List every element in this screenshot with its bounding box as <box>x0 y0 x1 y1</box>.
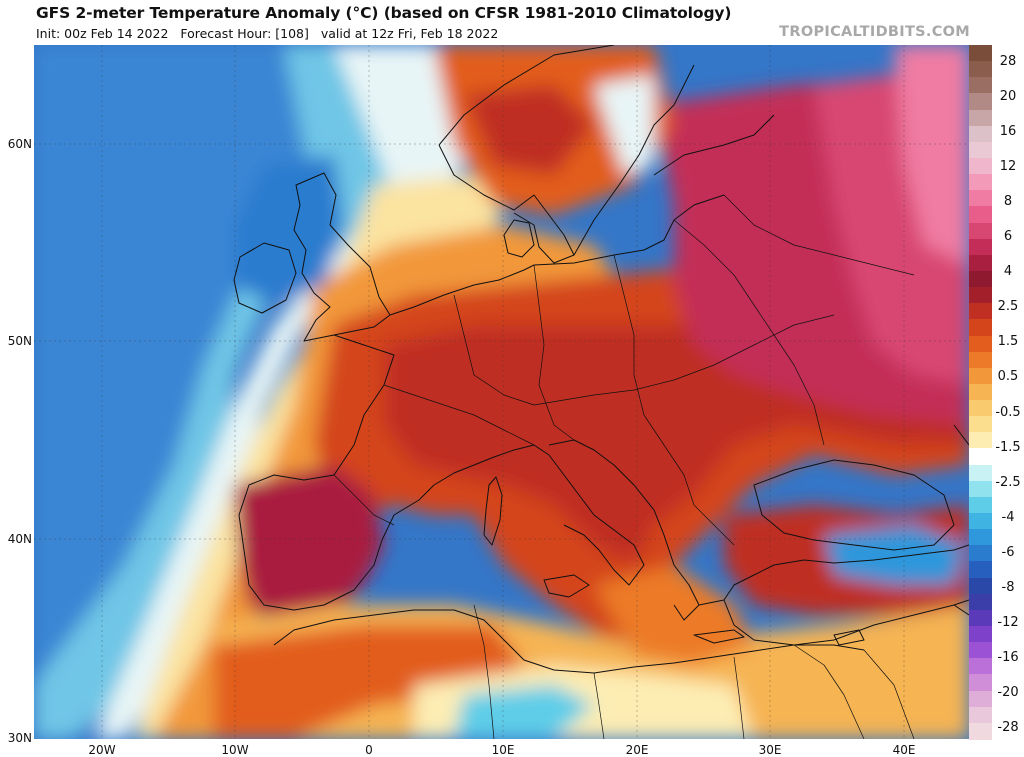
colorbar-swatch <box>969 109 992 127</box>
lat-label-40n: 40N <box>7 532 32 546</box>
colorbar-swatch <box>969 674 992 692</box>
colorbar-swatch <box>969 319 992 337</box>
colorbar-label: -1.5 <box>995 439 1021 455</box>
colorbar-swatch <box>969 496 992 514</box>
colorbar-swatch <box>969 545 992 563</box>
colorbar-label: -20 <box>997 684 1019 700</box>
colorbar-swatch <box>969 351 992 369</box>
chart-title: GFS 2-meter Temperature Anomaly (°C) (ba… <box>36 4 732 22</box>
colorbar-label: -4 <box>1001 509 1015 525</box>
colorbar-swatch <box>969 722 992 740</box>
colorbar-swatch <box>969 206 992 224</box>
lat-label-50n: 50N <box>7 334 32 348</box>
colorbar-label: -0.5 <box>995 404 1021 420</box>
graticule <box>34 45 969 739</box>
colorbar-swatch <box>969 609 992 627</box>
colorbar-swatch <box>969 238 992 256</box>
colorbar-label: 6 <box>1003 229 1013 245</box>
colorbar-label: 20 <box>999 89 1017 105</box>
colorbar-swatch <box>969 690 992 708</box>
colorbar-swatch <box>969 480 992 498</box>
colorbar-swatch <box>969 270 992 288</box>
colorbar-label: -28 <box>997 720 1019 735</box>
lat-label-30n: 30N <box>7 731 32 745</box>
colorbar-swatch <box>969 287 992 304</box>
forecast-hour: Forecast Hour: [108] <box>180 26 309 41</box>
anomaly-map <box>34 45 969 739</box>
colorbar <box>969 45 992 740</box>
brand-watermark: TROPICALTIDBITS.COM <box>779 24 970 40</box>
colorbar-swatch <box>969 432 992 450</box>
lat-label-60n: 60N <box>7 137 32 151</box>
colorbar-label: 16 <box>999 124 1017 140</box>
colorbar-swatch <box>969 626 992 643</box>
chart-subtitle: Init: 00z Feb 14 2022 Forecast Hour: [10… <box>36 26 498 41</box>
colorbar-swatch <box>969 303 992 320</box>
lon-label-30e: 30E <box>758 743 782 757</box>
colorbar-swatch <box>969 367 992 385</box>
colorbar-swatch <box>969 513 992 530</box>
colorbar-swatch <box>969 400 992 417</box>
colorbar-label: -6 <box>1001 544 1015 560</box>
colorbar-label: 12 <box>999 159 1017 175</box>
anomaly-map-svg <box>34 45 969 739</box>
valid-time: valid at 12z Fri, Feb 18 2022 <box>320 26 499 41</box>
colorbar-label: 28 <box>999 54 1017 69</box>
colorbar-swatch <box>969 61 992 78</box>
colorbar-swatch <box>969 254 992 272</box>
colorbar-label: 0.5 <box>997 369 1019 385</box>
colorbar-swatch <box>969 45 992 62</box>
colorbar-swatch <box>969 529 992 546</box>
colorbar-swatch <box>969 416 992 433</box>
lon-label-20w: 20W <box>88 743 116 757</box>
colorbar-swatch <box>969 335 992 353</box>
colorbar-swatch <box>969 141 992 159</box>
colorbar-label: 8 <box>1003 194 1013 210</box>
colorbar-swatch <box>969 125 992 143</box>
colorbar-swatch <box>969 561 992 579</box>
colorbar-swatch <box>969 174 992 191</box>
lon-label-20e: 20E <box>625 743 649 757</box>
lon-label-10w: 10W <box>221 743 249 757</box>
colorbar-swatch <box>969 706 992 724</box>
colorbar-label: 2.5 <box>997 299 1019 315</box>
lon-label-10e: 10E <box>491 743 515 757</box>
colorbar-label: -8 <box>1001 579 1015 595</box>
colorbar-swatch <box>969 464 992 482</box>
colorbar-swatch <box>969 642 992 659</box>
colorbar-swatch <box>969 658 992 676</box>
colorbar-swatch <box>969 577 992 595</box>
colorbar-label: -2.5 <box>995 474 1021 490</box>
lon-label-0: 0 <box>365 743 373 757</box>
init-time: Init: 00z Feb 14 2022 <box>36 26 169 41</box>
colorbar-label: 1.5 <box>997 334 1019 350</box>
colorbar-swatch <box>969 593 992 611</box>
colorbar-swatch <box>969 222 992 240</box>
colorbar-swatch <box>969 448 992 466</box>
colorbar-swatch <box>969 383 992 401</box>
colorbar-label: -16 <box>997 649 1019 665</box>
colorbar-swatch <box>969 93 992 111</box>
colorbar-swatch <box>969 157 992 175</box>
coastlines <box>233 45 969 739</box>
colorbar-swatch <box>969 190 992 207</box>
lon-label-40e: 40E <box>892 743 916 757</box>
colorbar-label: -12 <box>997 614 1019 630</box>
colorbar-label: 4 <box>1003 264 1013 280</box>
colorbar-swatch <box>969 77 992 94</box>
